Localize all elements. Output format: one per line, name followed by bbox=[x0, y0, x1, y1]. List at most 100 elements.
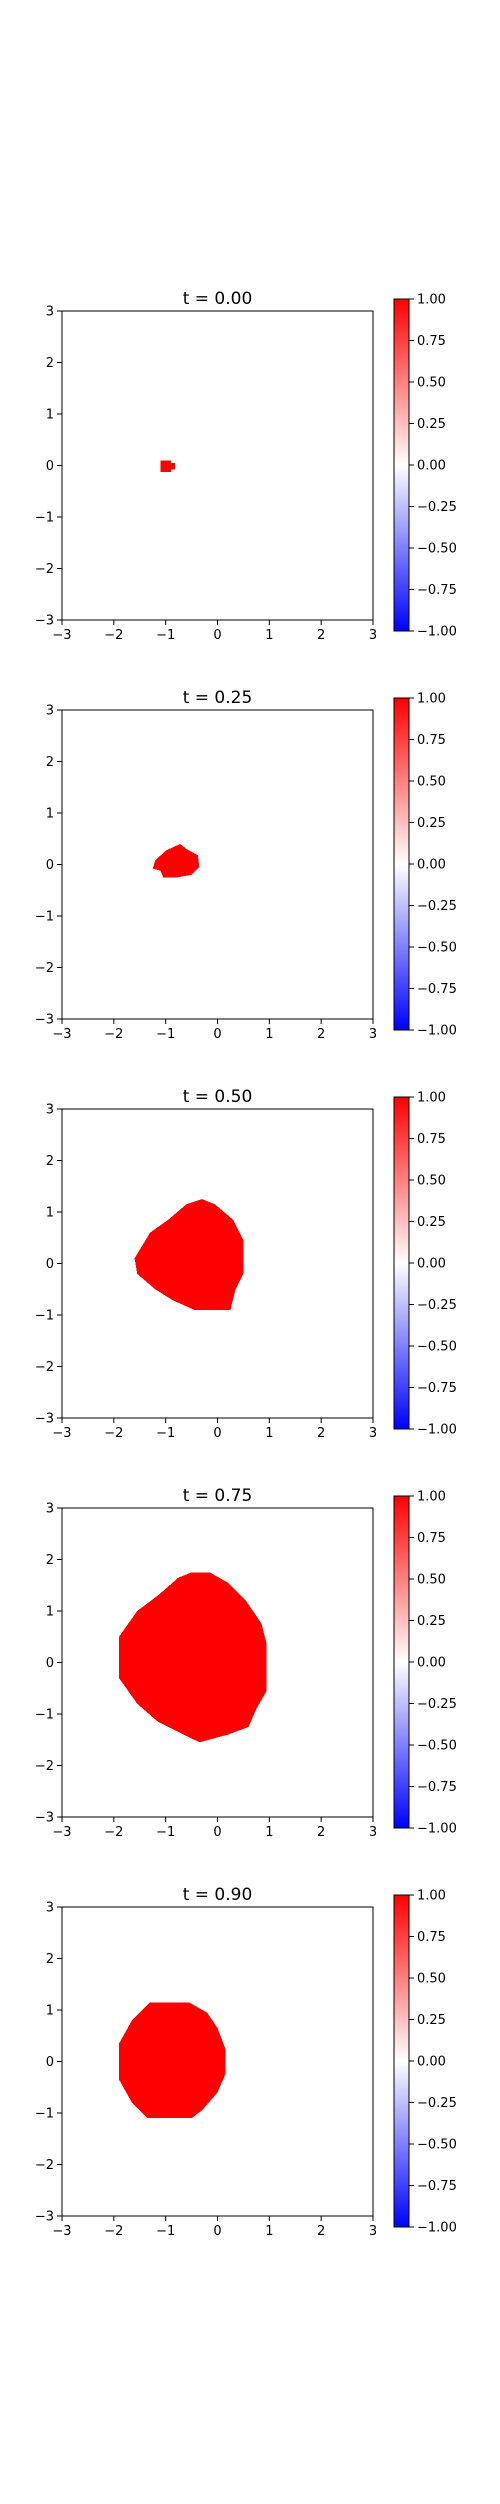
plot-title: t = 0.90 bbox=[183, 1885, 253, 1905]
x-tick-label: 3 bbox=[369, 2224, 377, 2239]
colorbar-tick-label: −0.50 bbox=[417, 542, 457, 557]
x-tick-label: 0 bbox=[213, 1825, 221, 1840]
subplot-0: t = 0.00 −3 −2 −1 0 1 2 3 3 2 1 0 −1 −2 −3 1.00 0.75 0.50… bbox=[35, 289, 457, 643]
x-tick-label: 1 bbox=[265, 1426, 273, 1441]
x-tick-label: 0 bbox=[213, 2224, 221, 2239]
colorbar-tick-label: −0.25 bbox=[417, 899, 457, 914]
y-tick-label: −3 bbox=[35, 1412, 54, 1427]
colorbar-tick-label: 0.00 bbox=[417, 858, 446, 873]
x-tick-label: −1 bbox=[156, 628, 175, 643]
y-tick-label: 2 bbox=[46, 1154, 54, 1169]
y-tick-label: −1 bbox=[35, 2107, 54, 2122]
colorbar-tick-label: 0.75 bbox=[417, 733, 446, 748]
colorbar-tick-label: −0.25 bbox=[417, 1298, 457, 1313]
y-tick-label: 2 bbox=[46, 1952, 54, 1967]
colorbar-tick-label: 0.75 bbox=[417, 334, 446, 349]
plot-background bbox=[62, 311, 373, 620]
x-tick-label: 2 bbox=[317, 628, 325, 643]
y-tick-label: −3 bbox=[35, 614, 54, 629]
colorbar-tick-label: −1.00 bbox=[417, 2221, 457, 2236]
x-tick-label: −1 bbox=[156, 1027, 175, 1042]
colorbar-tick-label: 1.00 bbox=[417, 1889, 446, 1904]
x-tick-label: 0 bbox=[213, 1426, 221, 1441]
subplot-4: t = 0.90 −3 −2 −1 0 1 2 3 3 2 1 0 −1 −2 −3 1.00 0.75 0.50… bbox=[35, 1885, 457, 2239]
colorbar-tick-label: 0.75 bbox=[417, 1930, 446, 1945]
y-tick-label: 0 bbox=[46, 459, 54, 474]
plot-background bbox=[62, 710, 373, 1019]
colorbar bbox=[393, 1096, 410, 1430]
colorbar-tick-label: 0.50 bbox=[417, 1174, 446, 1189]
plot-title: t = 0.00 bbox=[183, 289, 253, 309]
y-tick-label: 3 bbox=[46, 1901, 54, 1916]
y-tick-label: −3 bbox=[35, 1811, 54, 1826]
y-tick-label: 1 bbox=[46, 807, 54, 822]
x-tick-label: 0 bbox=[213, 1027, 221, 1042]
colorbar-tick-label: −0.25 bbox=[417, 2096, 457, 2111]
colorbar-tick-label: 0.25 bbox=[417, 1614, 446, 1629]
x-tick-label: 1 bbox=[265, 1825, 273, 1840]
y-tick-label: −1 bbox=[35, 511, 54, 526]
x-tick-label: 2 bbox=[317, 2224, 325, 2239]
colorbar-tick-label: −0.25 bbox=[417, 1697, 457, 1712]
x-tick-label: 3 bbox=[369, 1426, 377, 1441]
x-tick-label: −1 bbox=[156, 1426, 175, 1441]
colorbar-tick-label: −1.00 bbox=[417, 1822, 457, 1837]
x-tick-label: −3 bbox=[52, 1027, 71, 1042]
colorbar-tick-label: 1.00 bbox=[417, 1091, 446, 1106]
colorbar-tick-label: −0.75 bbox=[417, 1780, 457, 1795]
colorbar-tick-label: −0.75 bbox=[417, 1381, 457, 1396]
y-tick-label: −1 bbox=[35, 910, 54, 925]
x-tick-label: 1 bbox=[265, 2224, 273, 2239]
y-tick-label: −2 bbox=[35, 2158, 54, 2173]
colorbar bbox=[393, 1894, 410, 2228]
subplot-2: t = 0.50 −3 −2 −1 0 1 2 3 3 2 1 0 −1 −2 −3 1.00 0.75 0.50… bbox=[35, 1087, 457, 1441]
y-tick-label: 1 bbox=[46, 2004, 54, 2019]
x-tick-label: −3 bbox=[52, 628, 71, 643]
y-tick-label: 2 bbox=[46, 356, 54, 371]
colorbar-tick-label: 0.25 bbox=[417, 417, 446, 432]
x-tick-label: 1 bbox=[265, 1027, 273, 1042]
x-tick-label: −2 bbox=[104, 1027, 123, 1042]
colorbar bbox=[393, 697, 410, 1031]
colorbar-tick-label: −0.50 bbox=[417, 2138, 457, 2153]
x-tick-label: −2 bbox=[104, 628, 123, 643]
x-tick-label: −2 bbox=[104, 2224, 123, 2239]
heatmap-region bbox=[134, 1199, 244, 1310]
y-tick-label: 3 bbox=[46, 1502, 54, 1517]
colorbar-tick-label: −0.75 bbox=[417, 982, 457, 997]
x-tick-label: 2 bbox=[317, 1426, 325, 1441]
x-tick-label: −2 bbox=[104, 1426, 123, 1441]
x-tick-label: 2 bbox=[317, 1825, 325, 1840]
y-tick-label: 3 bbox=[46, 704, 54, 719]
colorbar-tick-label: −0.50 bbox=[417, 1739, 457, 1754]
colorbar-tick-label: 1.00 bbox=[417, 1490, 446, 1505]
colorbar-tick-label: 0.00 bbox=[417, 2055, 446, 2070]
colorbar bbox=[393, 298, 410, 632]
y-tick-label: 2 bbox=[46, 755, 54, 770]
colorbar-tick-label: 0.25 bbox=[417, 816, 446, 831]
y-tick-label: −2 bbox=[35, 961, 54, 976]
plot-title: t = 0.50 bbox=[183, 1087, 253, 1107]
y-tick-label: −3 bbox=[35, 1013, 54, 1028]
heatmap-region bbox=[152, 843, 200, 878]
colorbar-tick-label: 0.00 bbox=[417, 459, 446, 474]
heatmap-region bbox=[119, 2002, 226, 2119]
plot-title: t = 0.75 bbox=[183, 1486, 253, 1506]
y-tick-label: 1 bbox=[46, 1605, 54, 1620]
subplot-1: t = 0.25 −3 −2 −1 0 1 2 3 3 2 1 0 −1 −2 −3 1.00 0.75 0.50… bbox=[35, 688, 457, 1042]
colorbar-tick-label: −0.75 bbox=[417, 583, 457, 598]
y-tick-label: 1 bbox=[46, 408, 54, 423]
x-tick-label: 1 bbox=[265, 628, 273, 643]
x-tick-label: −3 bbox=[52, 1825, 71, 1840]
y-tick-label: 3 bbox=[46, 305, 54, 320]
colorbar-tick-label: 0.50 bbox=[417, 1573, 446, 1588]
x-tick-label: 0 bbox=[213, 628, 221, 643]
x-tick-label: −1 bbox=[156, 2224, 175, 2239]
x-tick-label: 3 bbox=[369, 1027, 377, 1042]
heatmap-region bbox=[160, 460, 175, 473]
colorbar-tick-label: 0.25 bbox=[417, 1215, 446, 1230]
y-tick-label: −2 bbox=[35, 562, 54, 577]
y-tick-label: −3 bbox=[35, 2210, 54, 2225]
colorbar-tick-label: 0.75 bbox=[417, 1531, 446, 1546]
colorbar-tick-label: 0.00 bbox=[417, 1257, 446, 1272]
